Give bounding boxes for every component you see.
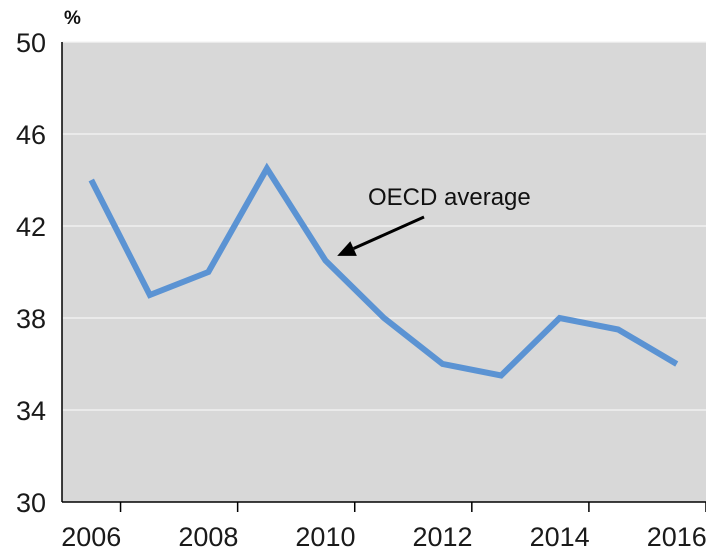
gridlines [62,41,706,411]
y-tick-label: 38 [16,304,46,334]
data-point [322,258,328,264]
axes: 30 34 38 42 46 50 2006 2008 2010 2012 2014 2016 [16,28,706,552]
data-point [674,361,680,367]
y-tick-label: 46 [16,120,46,150]
data-point [557,315,563,321]
data-point [264,166,270,172]
series-layer [88,162,680,379]
annotation-layer: OECD average [337,184,531,256]
data-point [205,269,211,275]
x-tick-label: 2012 [413,522,473,551]
y-tick-label: 30 [16,488,46,518]
x-tick-label: 2014 [530,522,590,551]
data-point [147,292,153,298]
x-tick-label: 2008 [178,522,238,551]
data-point [615,327,621,333]
data-point [88,177,94,183]
y-tick-label: 42 [16,212,46,242]
y-tick-label: 34 [16,396,46,426]
annotation-arrow-head [337,241,357,256]
y-unit-label: % [64,8,81,29]
x-tick-label: 2010 [295,522,355,551]
plot-area-background [62,42,706,502]
x-tick-label: 2016 [647,522,706,551]
annotation-arrow-shaft [352,215,425,250]
annotation-label: OECD average [368,184,531,211]
series-line [88,162,679,379]
data-point [381,315,387,321]
x-tick-label: 2006 [61,522,121,551]
data-point [440,361,446,367]
y-tick-label: 50 [16,28,46,58]
data-point [498,373,504,379]
